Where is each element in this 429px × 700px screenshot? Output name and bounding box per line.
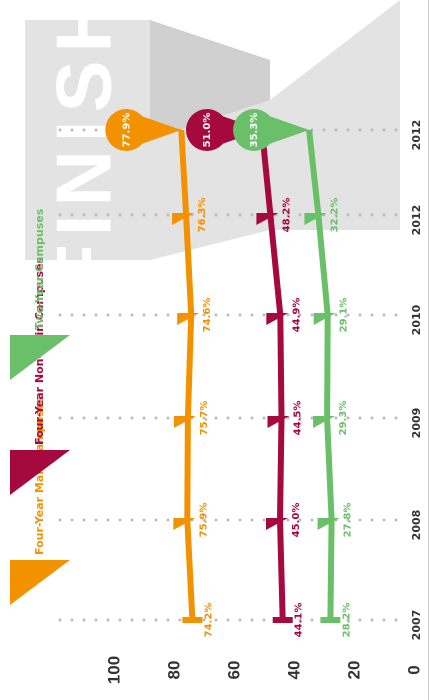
value-label: 27.8%: [343, 503, 354, 538]
series-line: [178, 129, 196, 621]
point: [256, 213, 279, 225]
x-tick-label: 2012: [410, 120, 423, 151]
value-label: 75.7%: [199, 401, 210, 436]
y-tick-label: 100: [104, 656, 123, 684]
point: [177, 313, 200, 325]
point: [266, 313, 289, 325]
y-tick-label: 40: [284, 661, 303, 680]
point: [233, 109, 276, 151]
point: [317, 518, 340, 530]
value-label: 44.9%: [291, 298, 302, 333]
series-line: [306, 129, 335, 621]
chart-body: FINISH 200720082009201020122012020406080…: [10, 0, 429, 700]
value-label: 29.1%: [339, 298, 350, 333]
point: [173, 416, 196, 428]
series-line: [259, 129, 286, 621]
point: [313, 313, 336, 325]
value-label: 48.2%: [281, 198, 292, 233]
x-tick-label: 2007: [410, 610, 423, 641]
value-label: 74.2%: [203, 603, 214, 638]
value-label: 44.5%: [293, 401, 304, 436]
point: [313, 416, 336, 428]
x-tick-label: 2008: [410, 510, 423, 541]
point: [266, 518, 288, 530]
legend-marker: [10, 335, 70, 380]
x-tick-label: 2012: [410, 205, 423, 236]
legend-marker: [10, 560, 70, 605]
value-label: 51.0%: [202, 113, 213, 148]
value-label: 44.1%: [294, 603, 305, 638]
y-tick-label: 80: [164, 661, 183, 680]
x-tick-label: 2010: [410, 304, 423, 335]
value-label: 28.2%: [341, 603, 352, 638]
value-label: 35.3%: [249, 113, 260, 148]
y-tick-label: 60: [224, 661, 243, 680]
legend-label: Four-Year Main Campuses: [33, 396, 46, 555]
point: [173, 518, 196, 530]
value-label: 77.9%: [121, 113, 132, 148]
y-tick-label: 20: [344, 661, 363, 680]
point: [105, 109, 148, 151]
point: [172, 213, 195, 225]
value-label: 45.0%: [291, 503, 302, 538]
point: [304, 213, 327, 225]
y-tick-label: 0: [404, 665, 423, 674]
finish-post: [150, 20, 270, 140]
point: [267, 416, 290, 428]
value-label: 32.2%: [329, 198, 340, 233]
value-label: 75.9%: [198, 503, 209, 538]
legend-marker: [10, 450, 70, 495]
x-tick-label: 2009: [410, 408, 423, 439]
value-label: 74.6%: [202, 298, 213, 333]
bubble-pointer: [269, 116, 310, 144]
legend-label: Two-Year Campuses: [33, 208, 46, 330]
point: [186, 109, 228, 151]
bubble-pointer: [141, 116, 182, 144]
value-label: 29.3%: [338, 401, 349, 436]
value-label: 76.3%: [197, 198, 208, 233]
